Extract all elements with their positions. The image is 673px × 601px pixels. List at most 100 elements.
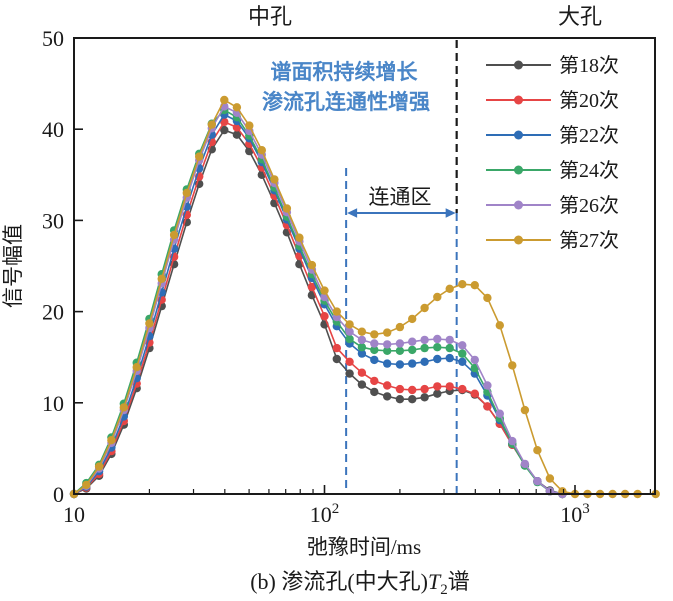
data-point-marker (458, 357, 467, 366)
data-point-marker (520, 459, 530, 469)
data-point-marker (345, 334, 354, 344)
legend-item-第27次: 第27次 (486, 229, 619, 252)
data-point-marker (220, 117, 229, 127)
connected-zone-label: 连通区 (369, 185, 432, 209)
data-point-marker (395, 339, 405, 348)
data-point-marker (370, 345, 379, 355)
data-point-marker (157, 274, 166, 283)
data-point-marker (533, 477, 542, 486)
legend-label: 第27次 (559, 229, 619, 252)
data-point-marker (433, 292, 442, 302)
x-axis-label: 弛豫时间/ms (307, 535, 421, 559)
data-point-marker (470, 389, 479, 398)
legend-item-第24次: 第24次 (486, 159, 619, 182)
series-line (73, 129, 563, 495)
large-pore-label: 大孔 (558, 4, 602, 29)
x-tick-label: 103 (560, 501, 590, 527)
caption-t-symbol: T (428, 569, 442, 594)
data-point-marker (458, 341, 467, 350)
series-第27次 (69, 95, 660, 499)
data-point-marker (232, 103, 242, 112)
data-point-marker (320, 286, 329, 295)
data-point-marker (445, 343, 454, 353)
legend-item-第22次: 第22次 (486, 124, 619, 147)
y-tick-label: 30 (42, 208, 64, 233)
legend-item-第18次: 第18次 (486, 54, 619, 77)
data-point-marker (508, 436, 517, 446)
data-point-marker (445, 353, 454, 363)
caption-subscript: 2 (440, 582, 448, 598)
series-line (73, 108, 563, 495)
x-tick-label: 10 (63, 502, 85, 527)
connected-zone-arrow (347, 208, 456, 218)
caption-suffix: 谱 (448, 569, 470, 594)
data-point-marker (408, 337, 417, 346)
series-第18次 (69, 125, 567, 499)
data-point-marker (370, 330, 379, 339)
legend-marker (514, 130, 523, 140)
legend-item-第26次: 第26次 (486, 194, 619, 217)
data-point-marker (433, 382, 442, 391)
y-axis-label: 信号幅值 (1, 224, 25, 308)
legend-label: 第22次 (559, 124, 619, 147)
x-tick-label: 102 (310, 501, 340, 527)
legend-marker (514, 60, 523, 70)
data-point-marker (357, 380, 367, 389)
legend-marker (514, 165, 523, 175)
data-point-marker (395, 384, 405, 394)
data-point-marker (295, 233, 304, 242)
data-point-marker (107, 436, 116, 445)
legend-marker (514, 95, 523, 105)
data-point-marker (433, 354, 442, 364)
data-point-marker (370, 387, 379, 397)
y-tick-label: 10 (42, 391, 64, 416)
data-point-marker (82, 480, 91, 490)
data-point-marker (395, 395, 405, 404)
annotation-line1: 谱面积持续增长 (271, 60, 419, 84)
plot-frame (73, 37, 656, 495)
data-point-marker (408, 345, 417, 355)
data-point-marker (383, 346, 392, 355)
data-point-marker (420, 357, 429, 366)
legend-label: 第18次 (559, 54, 619, 77)
data-point-marker (383, 359, 392, 368)
data-point-marker (408, 385, 417, 395)
data-point-marker (307, 282, 317, 292)
plot-border (73, 37, 656, 495)
data-point-marker (408, 395, 417, 404)
data-point-marker (383, 340, 392, 349)
data-point-marker (232, 130, 242, 139)
data-point-marker (320, 312, 329, 321)
legend-label: 第26次 (559, 194, 619, 217)
data-point-marker (433, 343, 442, 352)
data-point-marker (282, 204, 292, 213)
data-point-marker (345, 357, 354, 366)
subplot-caption: (b) 渗流孔(中大孔)T2谱 (250, 569, 470, 598)
data-point-marker (145, 319, 154, 328)
curves-layer (69, 95, 660, 499)
data-point-marker (408, 314, 417, 324)
data-point-marker (345, 320, 354, 329)
legend-label: 第20次 (559, 89, 619, 112)
data-point-marker (433, 389, 442, 398)
data-point-marker (182, 188, 191, 198)
data-point-marker (332, 343, 341, 353)
data-point-marker (345, 327, 354, 336)
data-point-marker (420, 384, 429, 394)
arrow-head-right (445, 208, 456, 218)
data-point-marker (370, 355, 379, 365)
data-point-marker (207, 120, 216, 129)
data-point-marker (458, 349, 467, 358)
data-point-marker (270, 175, 279, 184)
data-point-marker (245, 121, 254, 130)
data-point-marker (395, 322, 405, 332)
medium-pore-label: 中孔 (248, 4, 292, 29)
data-point-marker (470, 281, 479, 290)
data-point-marker (370, 339, 379, 348)
series-line (73, 113, 563, 495)
data-point-marker (483, 293, 492, 303)
data-point-marker (445, 382, 454, 391)
data-point-marker (483, 381, 492, 390)
